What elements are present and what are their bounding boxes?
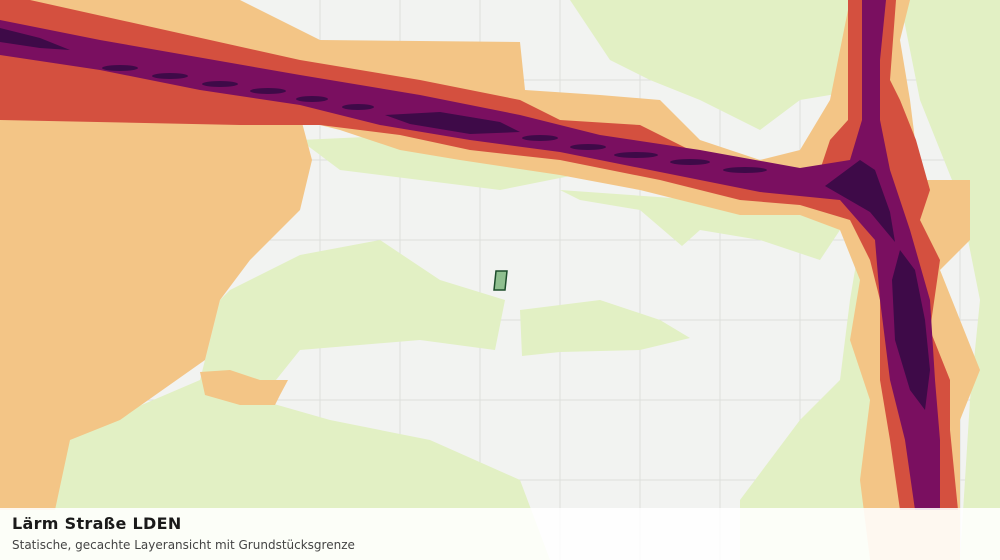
noise-zone-very-high: [0, 0, 940, 510]
layer-subtitle: Statische, gecachte Layeransicht mit Gru…: [12, 538, 355, 552]
parcel-boundary: [493, 270, 508, 291]
layer-title: Lärm Straße LDEN: [12, 514, 182, 533]
caption: Lärm Straße LDEN Statische, gecachte Lay…: [0, 508, 1000, 560]
noise-zone-extreme: [0, 28, 930, 410]
